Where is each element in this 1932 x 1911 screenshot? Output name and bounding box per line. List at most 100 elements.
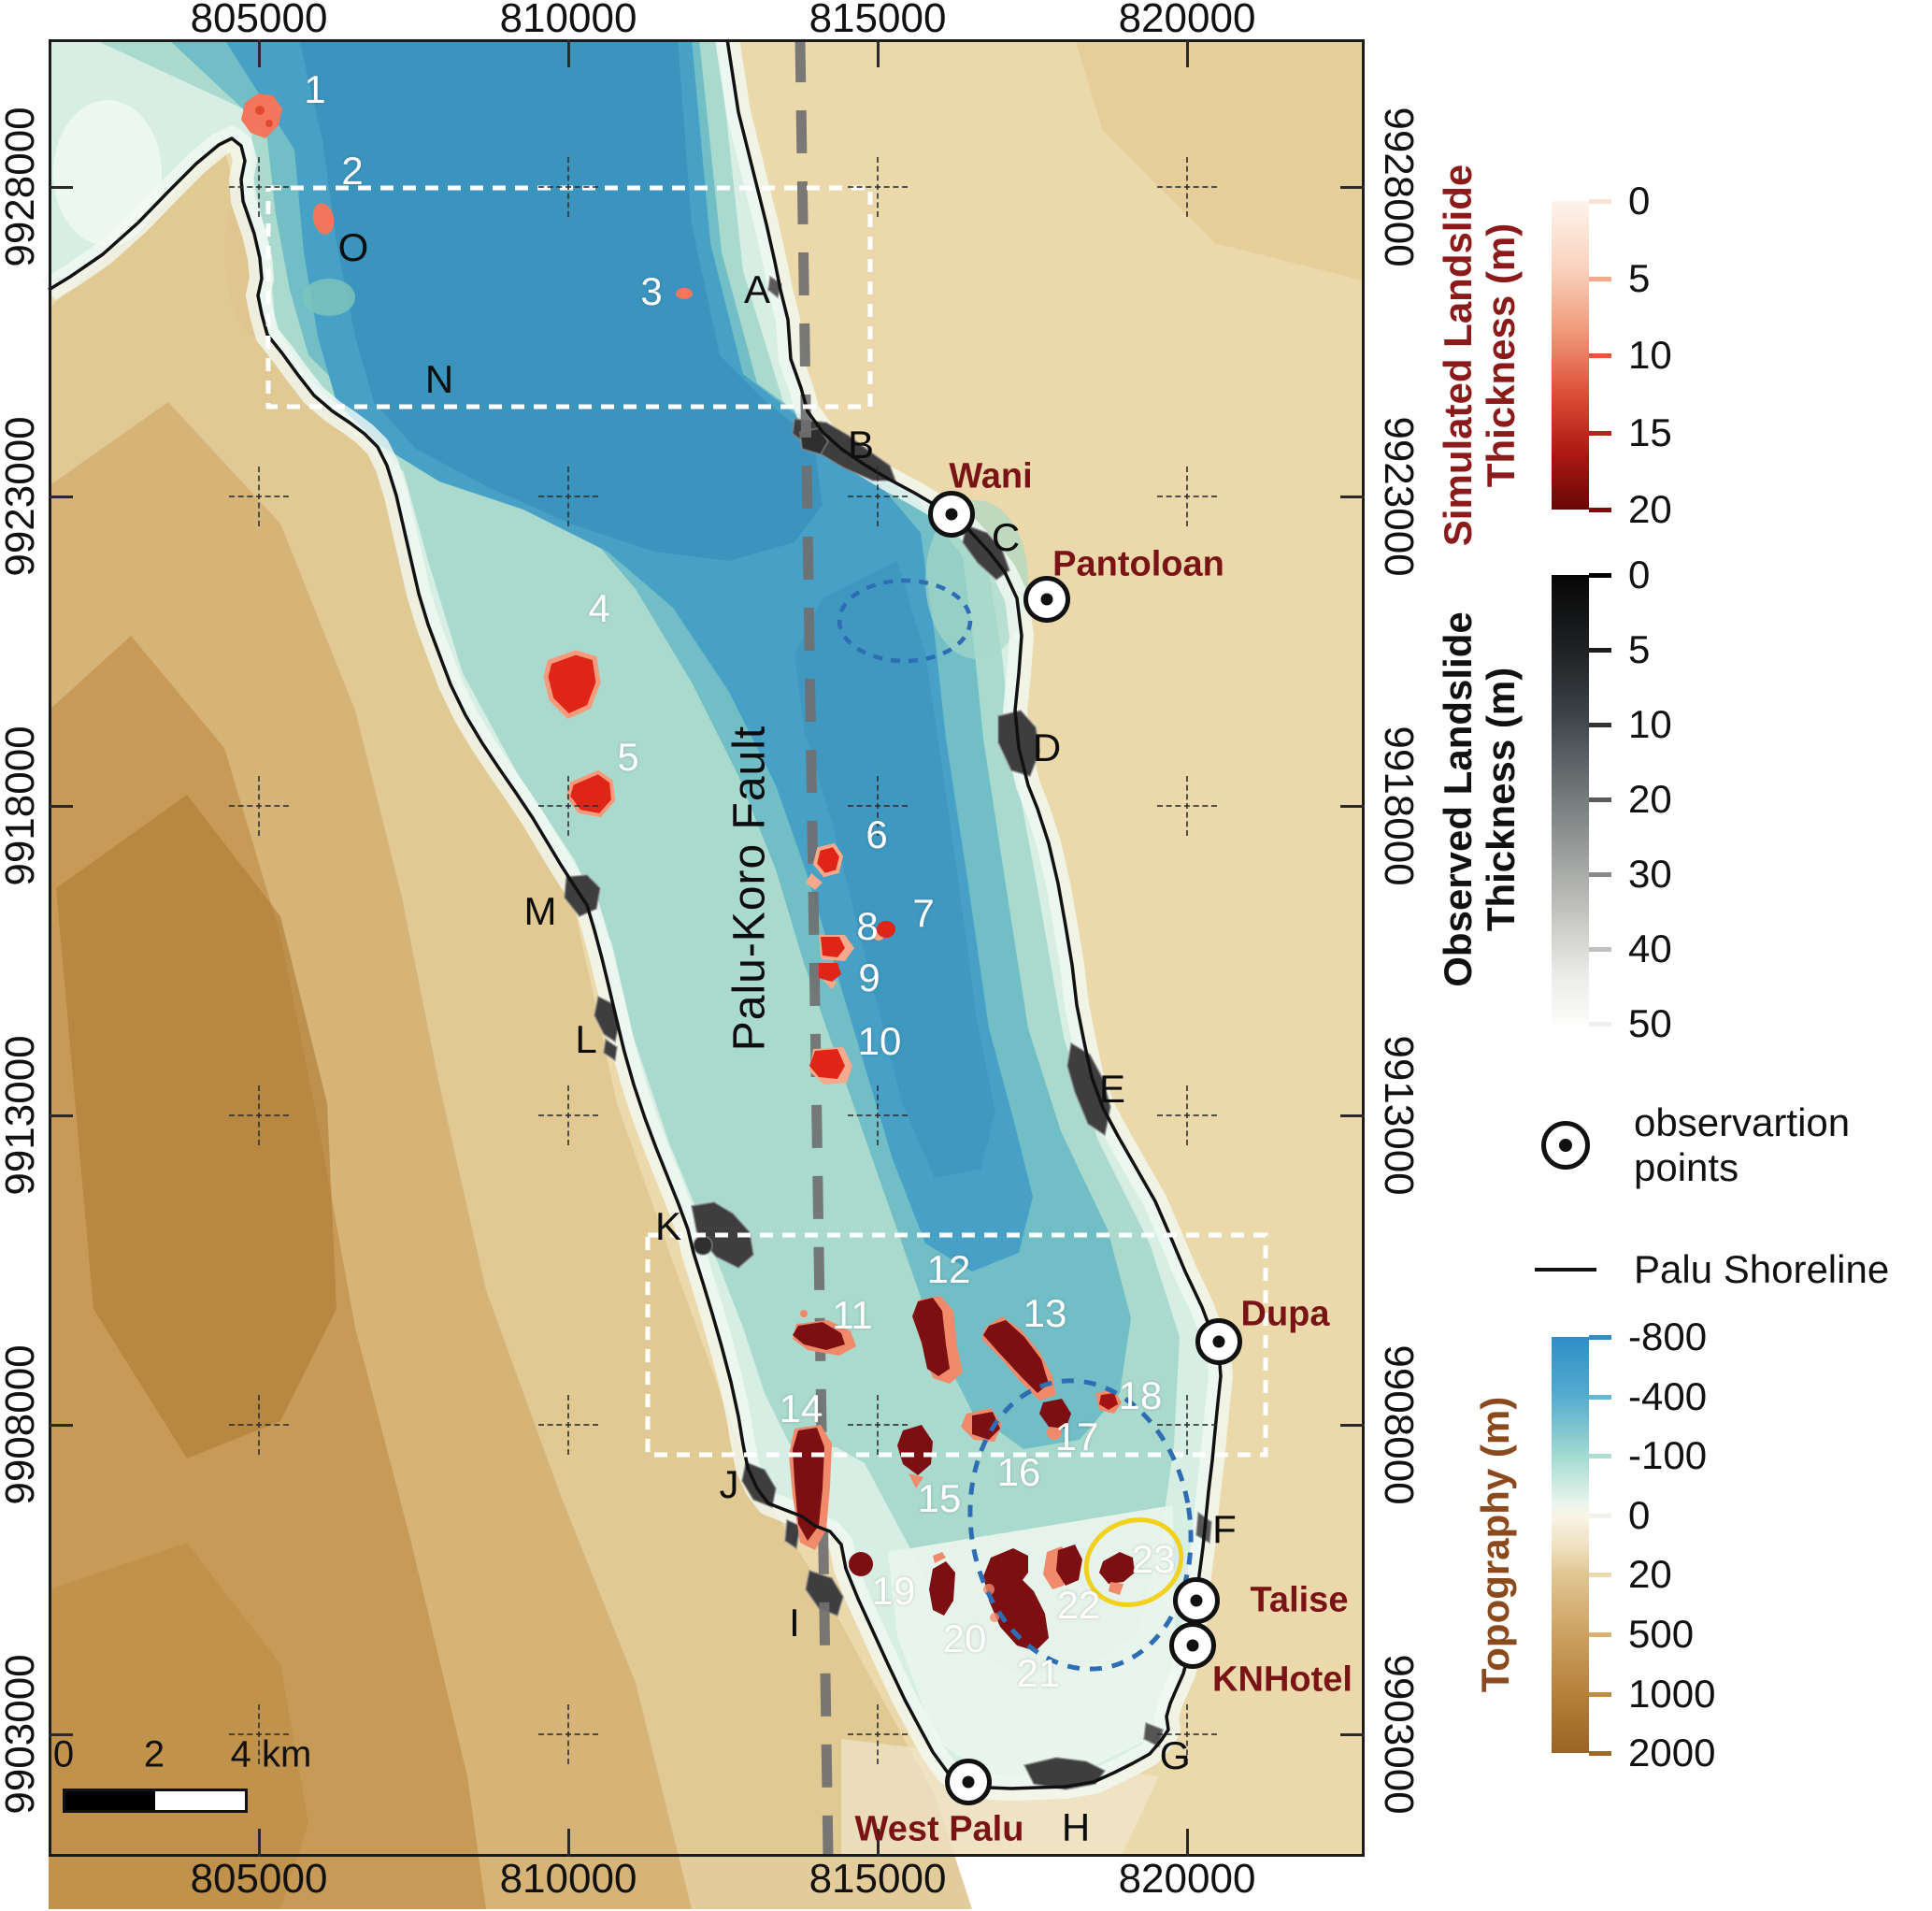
landslide-number-label: 5 — [617, 735, 639, 779]
landslide-number-label: 6 — [866, 812, 888, 856]
observed-colorbar-tick-label: 30 — [1628, 852, 1672, 896]
axis-tick-label-left: 9923000 — [0, 416, 43, 577]
grid-cross — [567, 1085, 569, 1145]
topography-colorbar-tick-label: 20 — [1628, 1552, 1672, 1596]
landslide-number-label: 15 — [917, 1476, 962, 1520]
topography-colorbar-tick-label: -100 — [1628, 1433, 1708, 1477]
topography-colorbar — [1552, 1337, 1589, 1753]
place-label: Talise — [1250, 1580, 1349, 1620]
axis-tick-label-bottom: 805000 — [190, 1856, 328, 1902]
axis-tick-label-top: 805000 — [190, 0, 328, 41]
observation-points-legend-label: observartion points — [1634, 1100, 1851, 1189]
frame-tick-top — [1186, 39, 1189, 67]
simulated-colorbar-tick — [1589, 277, 1611, 281]
landslide-number-label: 23 — [1131, 1537, 1176, 1581]
observed-colorbar-tick-label: 10 — [1628, 702, 1672, 746]
topography-colorbar-tick-label: -400 — [1628, 1374, 1708, 1418]
landslide-number-label: 17 — [1054, 1415, 1099, 1458]
axis-tick-label-bottom: 815000 — [809, 1856, 947, 1902]
place-label: Wani — [949, 456, 1033, 496]
fault-name-label: Palu-Koro Fault — [724, 725, 775, 1052]
shore-letter-label: B — [847, 423, 875, 467]
observed-colorbar-tick-label: 5 — [1628, 627, 1651, 671]
observation-point-marker — [928, 491, 975, 538]
observed-colorbar-tick — [1589, 723, 1611, 727]
grid-cross — [1186, 1704, 1188, 1764]
landslide-number-label: 1 — [304, 67, 326, 111]
topography-colorbar-tick — [1589, 1335, 1611, 1340]
shore-letter-label: D — [1032, 726, 1062, 769]
frame-tick-top — [258, 39, 261, 67]
shoreline-legend-label: Palu Shoreline — [1634, 1247, 1890, 1291]
grid-cross — [258, 1704, 260, 1764]
landslide-number-label: 7 — [912, 891, 935, 935]
highlight-ellipse-yellow — [1083, 1517, 1184, 1607]
grid-cross — [877, 1704, 879, 1764]
frame-tick-right — [1340, 186, 1365, 189]
landslide-number-label: 11 — [832, 1293, 873, 1337]
simulated-colorbar-tick — [1589, 353, 1611, 358]
axis-tick-label-right: 9913000 — [1376, 1035, 1422, 1196]
landslide-number-label: 21 — [1016, 1651, 1061, 1695]
shore-letter-label: O — [337, 225, 369, 269]
observed-colorbar-tick-label: 20 — [1628, 777, 1672, 821]
topography-colorbar-tick — [1589, 1751, 1611, 1756]
place-label: KNHotel — [1212, 1660, 1352, 1700]
observed-colorbar-tick — [1589, 648, 1611, 653]
palu-koro-fault-line — [794, 38, 834, 1856]
landslide-number-label: 4 — [588, 586, 610, 630]
topography-colorbar-tick — [1589, 1395, 1611, 1400]
scale-bar-label: 2 — [143, 1733, 165, 1775]
shore-letter-label: E — [1098, 1067, 1126, 1111]
simulated-colorbar-tick — [1589, 508, 1611, 512]
frame-tick-bottom — [567, 1829, 570, 1857]
axis-tick-label-right: 9908000 — [1376, 1344, 1422, 1505]
landslide-number-label: 19 — [871, 1569, 916, 1613]
frame-tick-right — [1340, 1114, 1365, 1117]
observed-colorbar-tick — [1589, 797, 1611, 802]
grid-cross — [567, 776, 569, 836]
axis-tick-label-right: 9918000 — [1376, 726, 1422, 886]
grid-cross — [258, 776, 260, 836]
landslide-number-label: 9 — [858, 956, 880, 999]
topography-colorbar-tick-label: -800 — [1628, 1315, 1708, 1358]
frame-tick-bottom — [877, 1829, 880, 1857]
topography-colorbar-tick — [1589, 1514, 1611, 1518]
topography-colorbar-tick — [1589, 1632, 1611, 1637]
grid-cross — [1186, 467, 1188, 526]
landslide-number-label: 22 — [1056, 1583, 1101, 1627]
observed-legend-title: Observed Landslide — [1436, 611, 1480, 987]
grid-cross — [258, 1085, 260, 1145]
land-shade-sw-corner — [49, 1543, 308, 1909]
landslide-number-label: 16 — [996, 1450, 1041, 1494]
axis-tick-label-top: 815000 — [809, 0, 947, 41]
place-label: Dupa — [1240, 1294, 1330, 1334]
landslide-number-label: 8 — [856, 904, 879, 948]
bathy-east-green — [925, 500, 1028, 659]
frame-tick-top — [877, 39, 880, 67]
shore-letter-label: L — [575, 1017, 597, 1061]
grid-cross — [1186, 1085, 1188, 1145]
frame-tick-bottom — [1186, 1829, 1189, 1857]
axis-tick-label-left: 9903000 — [0, 1654, 43, 1815]
topography-colorbar-tick — [1589, 1573, 1611, 1577]
bathy-band-1 — [93, 39, 1180, 1674]
grid-cross — [877, 776, 879, 836]
frame-tick-right — [1340, 496, 1365, 498]
observed-colorbar-tick — [1589, 1022, 1611, 1027]
simulated-colorbar-tick-label: 0 — [1628, 179, 1651, 223]
inset-box-north — [265, 185, 873, 410]
observation-point-marker — [1195, 1318, 1242, 1365]
landslide-number-label: 20 — [942, 1616, 987, 1660]
frame-tick-left — [49, 1733, 73, 1736]
observed-thickness-colorbar — [1552, 575, 1589, 1024]
landslide-number-label: 12 — [926, 1247, 971, 1291]
topography-colorbar-tick-label: 0 — [1628, 1493, 1651, 1537]
grid-cross — [1186, 157, 1188, 217]
scale-bar-label: 4 km — [230, 1733, 312, 1775]
frame-tick-left — [49, 1114, 73, 1117]
grid-cross — [1186, 776, 1188, 836]
observed-colorbar-tick-label: 40 — [1628, 927, 1672, 970]
